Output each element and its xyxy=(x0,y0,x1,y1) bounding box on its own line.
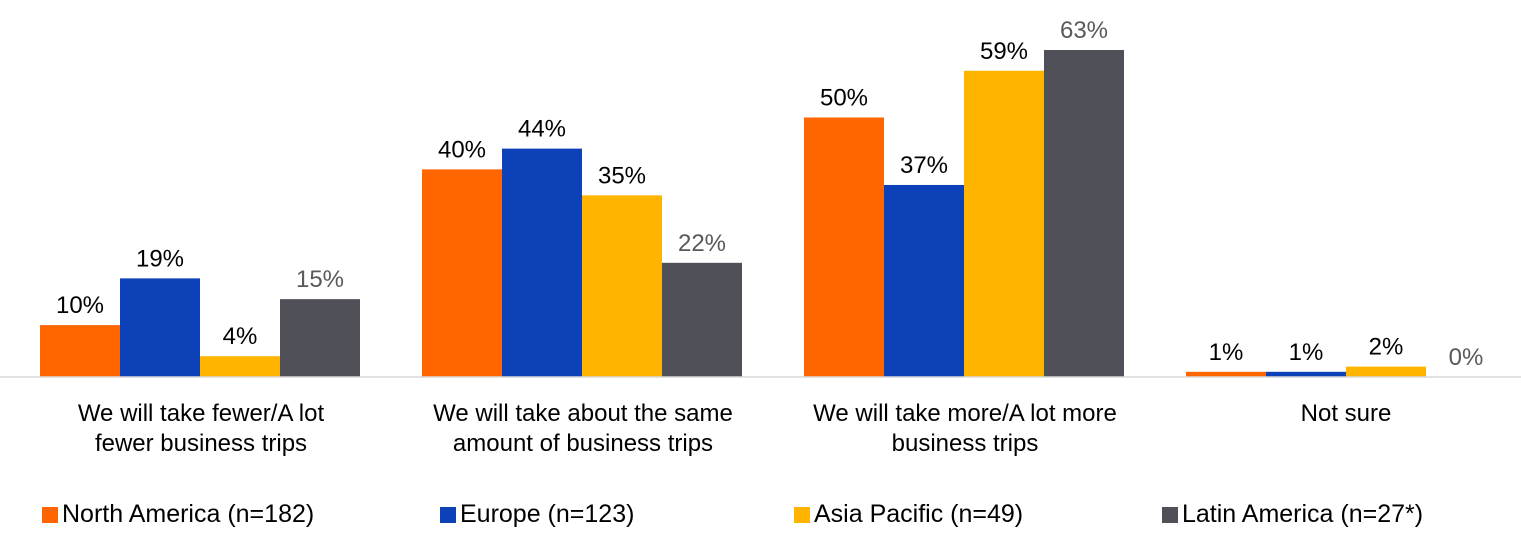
value-label-north-america-n-182-cat-1: 10% xyxy=(56,292,104,319)
legend-label-europe: Europe (n=123) xyxy=(460,500,635,528)
value-label-north-america-n-182-cat-2: 40% xyxy=(438,136,486,163)
value-label-europe-n-123-cat-1: 19% xyxy=(136,245,184,272)
category-label-line: We will take more/A lot more xyxy=(813,400,1117,427)
legend-item-asia-pacific: Asia Pacific (n=49) xyxy=(794,500,1023,529)
value-label-europe-n-123-cat-4: 1% xyxy=(1289,339,1324,366)
bar-chart: 10% 40% 50% 1% 19% 44% 37% 1% 4% 35% 59% 2% 15% 22% 63… xyxy=(0,17,1521,457)
bar-asia-pacific-n-49-cat-4 xyxy=(1346,366,1426,377)
category-label-line: business trips xyxy=(892,430,1039,457)
legend-label-asia-pacific: Asia Pacific (n=49) xyxy=(814,500,1024,528)
bar-north-america-n-182-cat-2 xyxy=(422,169,502,377)
legend: North America (n=182) Europe (n=123) Asi… xyxy=(0,500,1521,540)
value-label-asia-pacific-n-49-cat-3: 59% xyxy=(980,38,1028,65)
value-label-asia-pacific-n-49-cat-2: 35% xyxy=(598,162,646,189)
bar-europe-n-123-cat-2 xyxy=(502,148,582,377)
value-label-latin-america-n-27-cat-3: 63% xyxy=(1060,17,1108,44)
bar-europe-n-123-cat-1 xyxy=(120,278,200,377)
bar-europe-n-123-cat-4 xyxy=(1266,371,1346,377)
category-label-line: fewer business trips xyxy=(95,430,307,457)
category-label-line: We will take about the same xyxy=(433,400,733,427)
legend-item-europe: Europe (n=123) xyxy=(440,500,634,529)
bar-north-america-n-182-cat-3 xyxy=(804,117,884,377)
legend-swatch-europe xyxy=(440,506,456,523)
bar-north-america-n-182-cat-1 xyxy=(40,325,120,377)
bar-asia-pacific-n-49-cat-2 xyxy=(582,195,662,377)
category-label-line: We will take fewer/A lot xyxy=(78,400,325,427)
category-label-3: We will take more/A lot more business tri… xyxy=(813,400,1117,457)
bar-north-america-n-182-cat-4 xyxy=(1186,371,1266,377)
category-labels-layer: We will take fewer/A lot fewer business t… xyxy=(78,400,1392,457)
category-label-2: We will take about the same amount of bus… xyxy=(433,400,733,457)
value-label-north-america-n-182-cat-4: 1% xyxy=(1209,339,1244,366)
value-label-europe-n-123-cat-2: 44% xyxy=(518,116,566,143)
legend-swatch-latin-america xyxy=(1162,506,1178,523)
value-label-asia-pacific-n-49-cat-4: 2% xyxy=(1369,334,1404,361)
value-label-asia-pacific-n-49-cat-1: 4% xyxy=(223,323,258,350)
category-label-line: amount of business trips xyxy=(453,430,713,457)
value-label-latin-america-n-27-cat-2: 22% xyxy=(678,230,726,257)
bar-asia-pacific-n-49-cat-3 xyxy=(964,70,1044,377)
legend-swatch-asia-pacific xyxy=(794,506,810,523)
category-label-line: Not sure xyxy=(1301,400,1392,427)
value-label-north-america-n-182-cat-3: 50% xyxy=(820,84,868,111)
bar-latin-america-n-27-cat-3 xyxy=(1044,50,1124,377)
legend-swatch-north-america xyxy=(42,506,58,523)
legend-item-latin-america: Latin America (n=27*) xyxy=(1162,500,1423,529)
category-label-4: Not sure xyxy=(1301,400,1392,427)
value-labels-layer: 10% 40% 50% 1% 19% 44% 37% 1% 4% 35% 59% 2% 15% 22% 63… xyxy=(56,17,1483,371)
value-label-latin-america-n-27-cat-1: 15% xyxy=(296,266,344,293)
bar-latin-america-n-27-cat-2 xyxy=(662,262,742,377)
category-label-1: We will take fewer/A lot fewer business t… xyxy=(78,400,325,457)
bar-latin-america-n-27-cat-1 xyxy=(280,299,360,377)
legend-item-north-america: North America (n=182) xyxy=(42,500,314,529)
value-label-latin-america-n-27-cat-4: 0% xyxy=(1449,344,1484,371)
bar-asia-pacific-n-49-cat-1 xyxy=(200,356,280,377)
value-label-europe-n-123-cat-3: 37% xyxy=(900,152,948,179)
legend-label-latin-america: Latin America (n=27*) xyxy=(1182,500,1424,528)
bar-europe-n-123-cat-3 xyxy=(884,184,964,377)
legend-label-north-america: North America (n=182) xyxy=(62,500,315,528)
bars-layer xyxy=(40,50,1426,377)
